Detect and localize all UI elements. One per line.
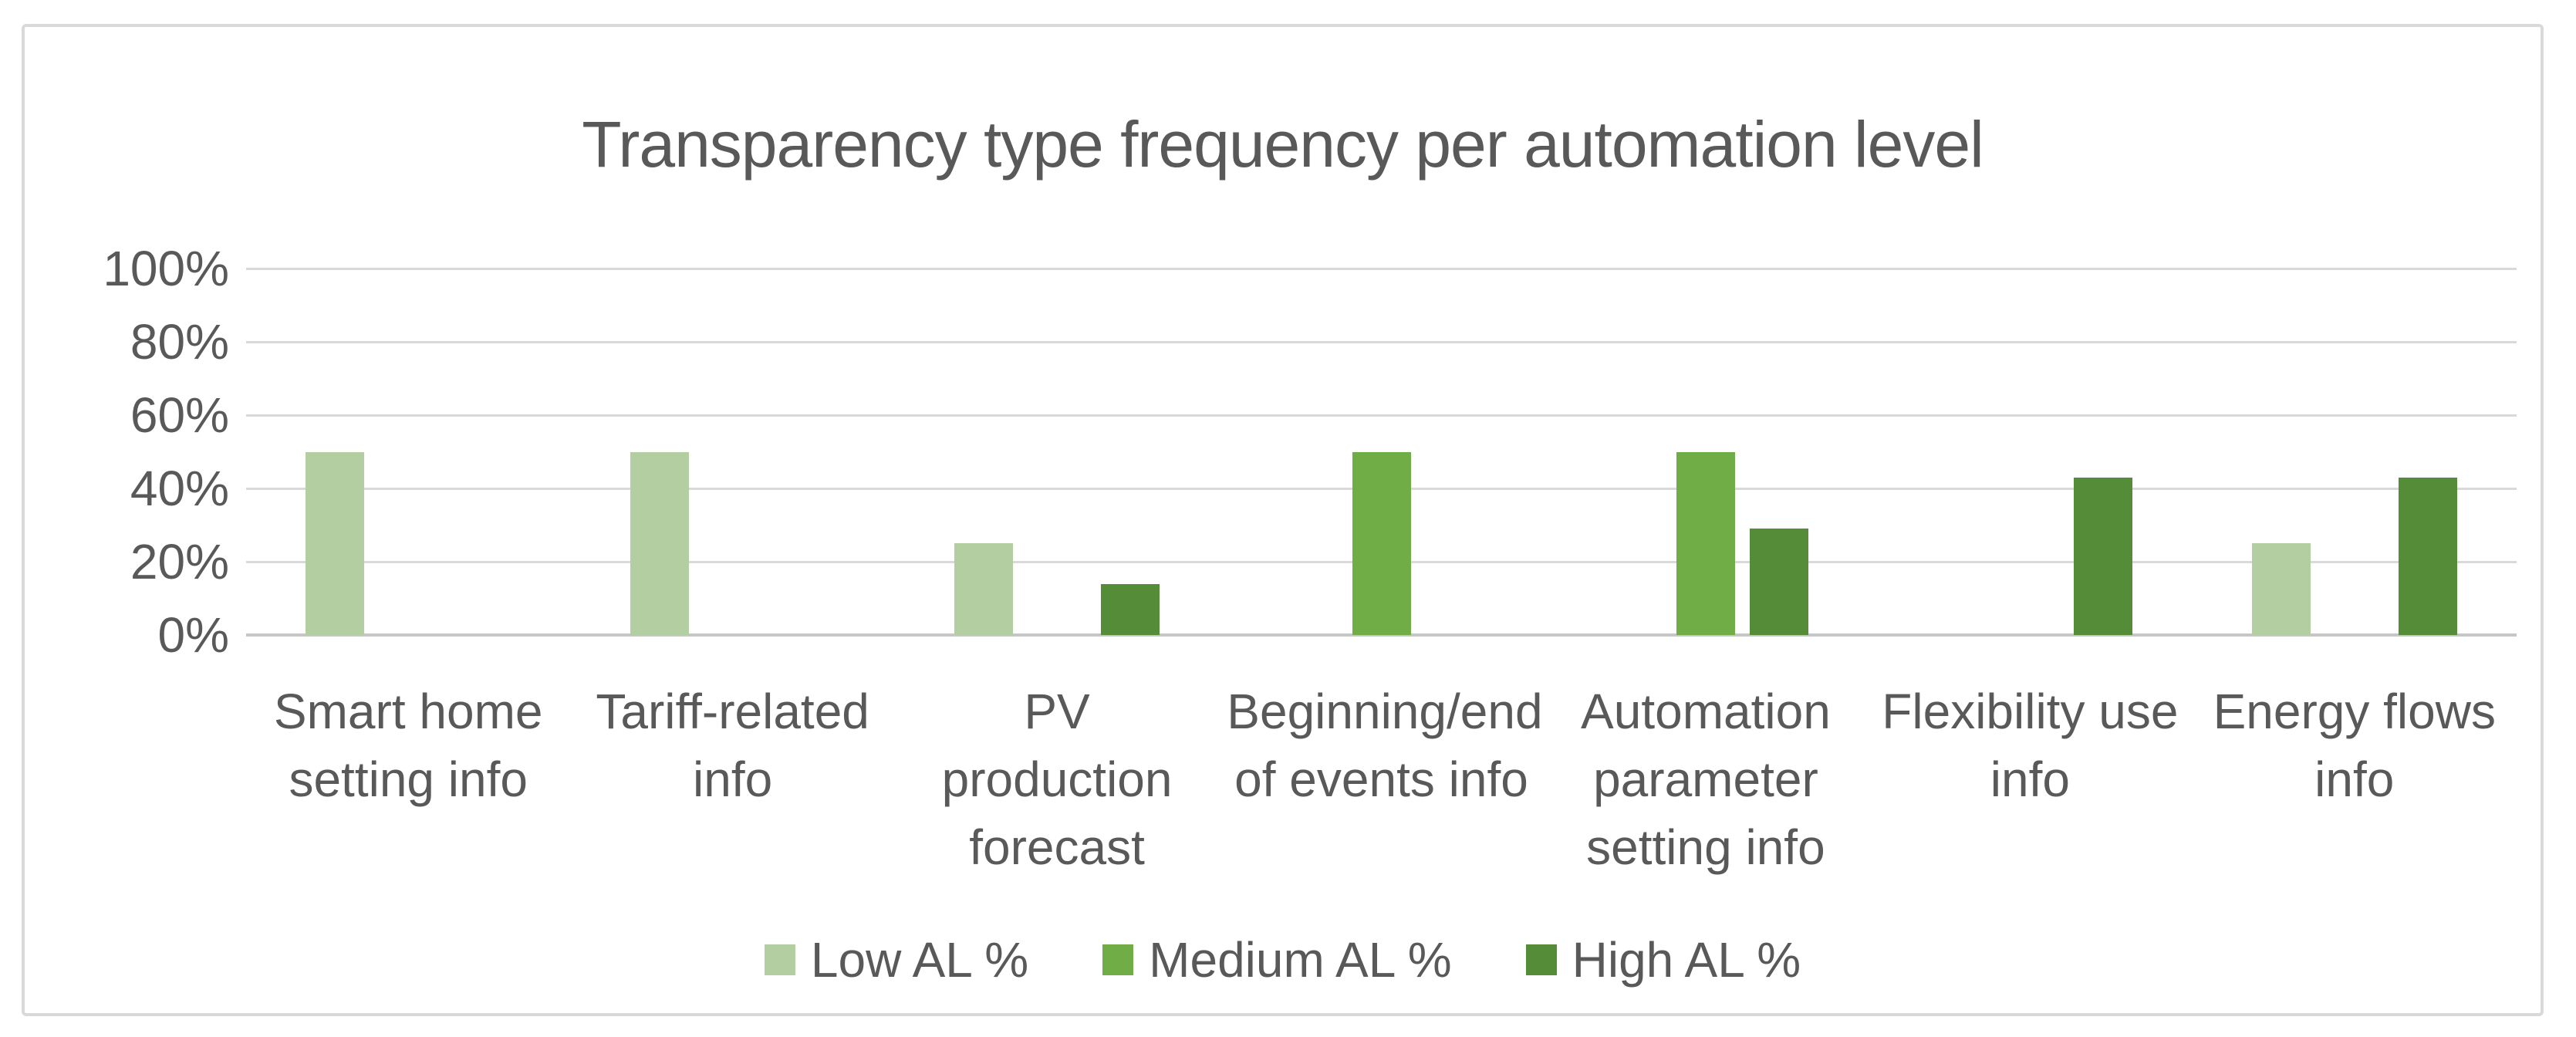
legend-item: High AL % xyxy=(1525,931,1801,988)
x-axis-line xyxy=(246,633,2517,637)
bar-group xyxy=(1603,269,1808,635)
bar-high-al xyxy=(1749,529,1808,635)
legend-label: Medium AL % xyxy=(1149,932,1452,988)
y-tick-label: 0% xyxy=(157,607,230,663)
legend-swatch-icon xyxy=(1525,944,1557,975)
legend-swatch-icon xyxy=(764,944,795,975)
bar-group xyxy=(1279,269,1484,635)
category-label: Beginning/end of events info xyxy=(1227,684,1543,807)
category-label: Flexibility use info xyxy=(1882,684,2179,807)
legend-swatch-icon xyxy=(1102,944,1134,975)
bar-group xyxy=(2251,269,2457,635)
y-tick-label: 60% xyxy=(130,387,229,443)
gridline xyxy=(246,340,2517,343)
legend-item: Low AL % xyxy=(764,931,1029,988)
y-tick-label: 20% xyxy=(130,534,229,589)
bar-high-al xyxy=(2074,477,2133,635)
chart-legend: Low AL % Medium AL % High AL % xyxy=(25,931,2541,988)
bar-high-al xyxy=(2398,477,2457,635)
legend-label: High AL % xyxy=(1572,932,1801,988)
legend-item: Medium AL % xyxy=(1102,931,1452,988)
category-label: Energy flows info xyxy=(2213,684,2496,807)
bar-medium-al xyxy=(1352,451,1411,635)
category-label: Tariff-related info xyxy=(596,684,869,807)
bar-high-al xyxy=(1101,583,1160,635)
gridline xyxy=(246,267,2517,270)
bar-group xyxy=(954,269,1160,635)
bar-low-al xyxy=(630,451,689,635)
bar-group xyxy=(306,269,511,635)
chart-title: Transparency type frequency per automati… xyxy=(582,108,1984,181)
legend-label: Low AL % xyxy=(810,932,1029,988)
bar-medium-al xyxy=(1676,451,1735,635)
category-label: Automation parameter setting info xyxy=(1581,684,1831,875)
chart-frame: Transparency type frequency per automati… xyxy=(22,24,2544,1016)
y-tick-label: 40% xyxy=(130,461,229,516)
y-tick-label: 80% xyxy=(130,314,229,370)
y-axis-tick-labels: 0% 20% 40% 60% 80% 100% xyxy=(25,241,229,663)
bar-group xyxy=(1927,269,2133,635)
y-tick-label: 100% xyxy=(103,241,229,296)
plot-area xyxy=(246,267,2517,637)
bar-low-al xyxy=(2251,543,2311,635)
category-label: Smart home setting info xyxy=(273,684,543,807)
category-label: PV production forecast xyxy=(941,684,1173,875)
bar-group xyxy=(630,269,836,635)
bar-low-al xyxy=(306,451,365,635)
x-axis-category-labels: Smart home setting info Tariff-related in… xyxy=(246,677,2517,901)
gridline xyxy=(246,414,2517,417)
bar-low-al xyxy=(954,543,1014,635)
